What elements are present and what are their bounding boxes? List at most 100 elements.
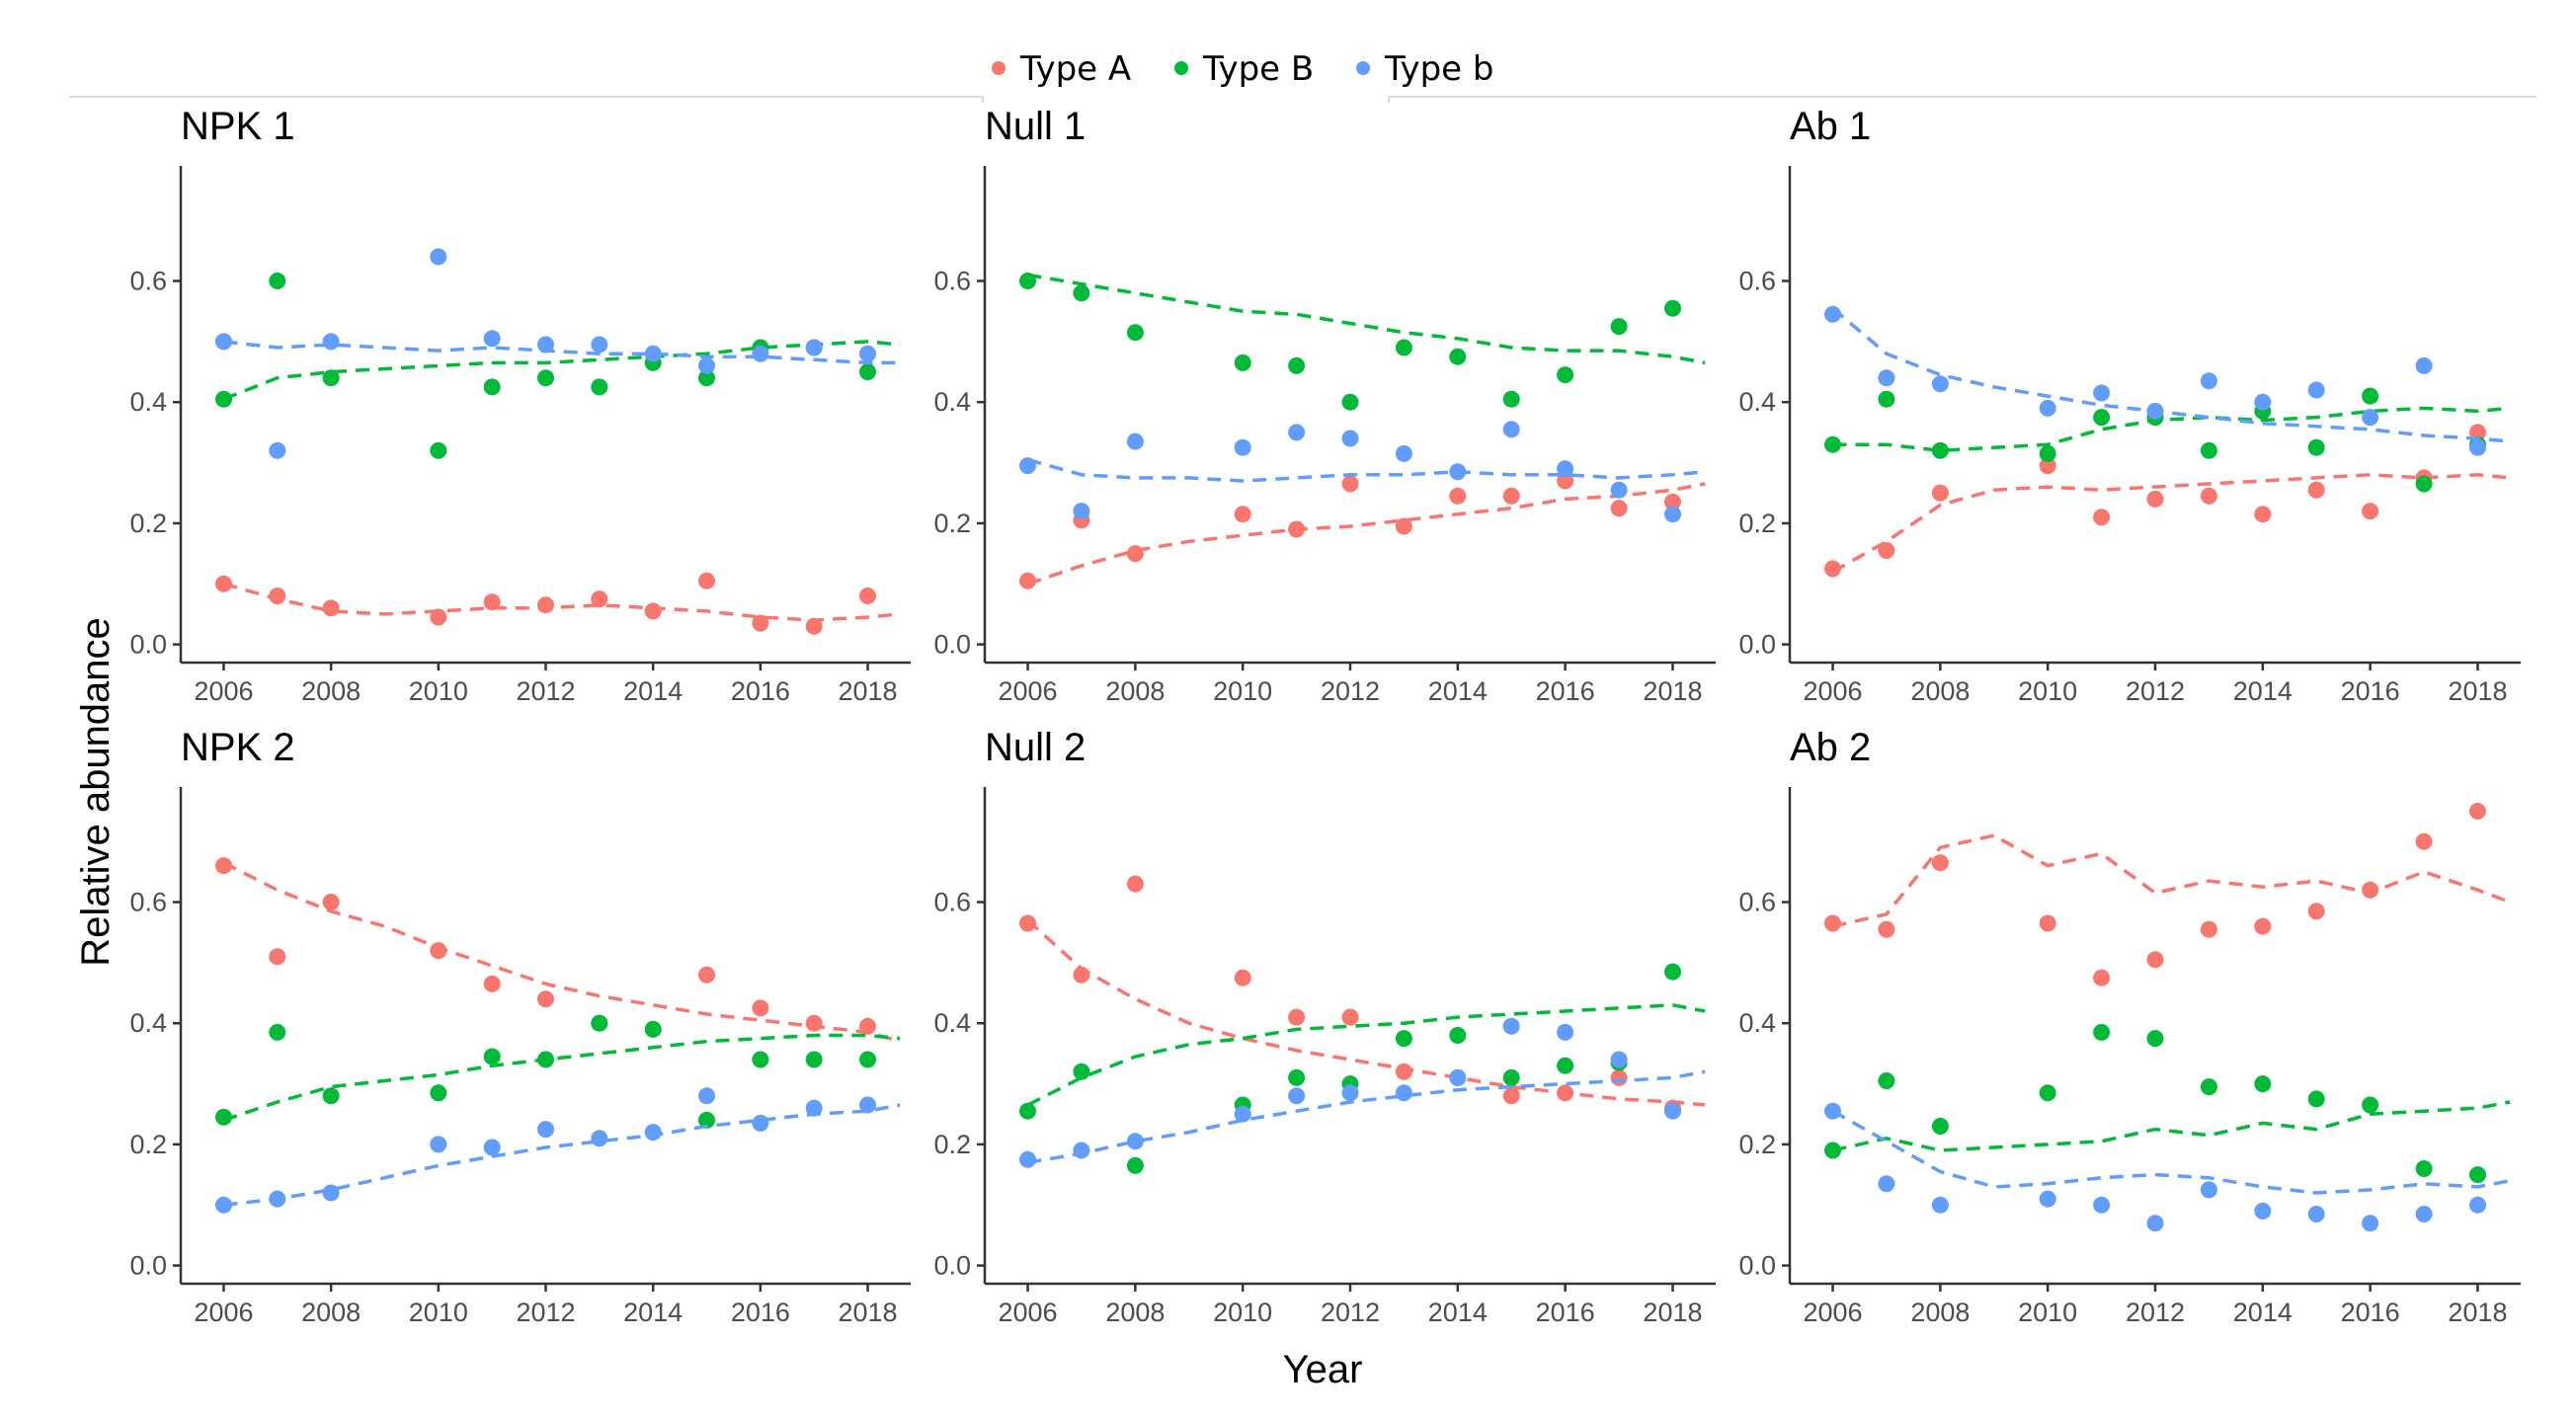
data-point-type-a (1610, 1068, 1628, 1086)
data-point-type-b (1234, 354, 1251, 371)
panel-title: Null 2 (985, 726, 1086, 769)
data-point-type-b (2362, 409, 2379, 427)
data-point-type-b (1931, 1118, 1949, 1135)
x-tick-label: 2010 (2018, 676, 2077, 706)
data-point-type-b (2469, 1196, 2486, 1214)
data-point-type-a (2469, 803, 2486, 820)
data-point-type-b (1288, 424, 1306, 441)
x-tick-label: 2012 (516, 1298, 575, 1327)
data-point-type-a (1557, 1084, 1574, 1102)
data-point-type-b (1449, 348, 1467, 365)
y-tick-label: 0.4 (933, 1008, 971, 1038)
data-point-type-b (1073, 1063, 1090, 1080)
data-point-type-a (1824, 560, 1841, 578)
data-point-type-b (1878, 1175, 1895, 1193)
data-point-type-a (2362, 503, 2379, 520)
data-point-type-b (2146, 402, 2164, 420)
data-point-type-b (1341, 1084, 1359, 1102)
x-tick-label: 2016 (1536, 676, 1595, 706)
data-point-type-b (322, 369, 340, 387)
trend-line-type-b (1027, 1069, 1706, 1165)
data-point-type-a (752, 999, 769, 1017)
data-point-type-b (1557, 1057, 1574, 1074)
data-point-type-b (859, 363, 876, 381)
data-point-type-b (1019, 273, 1036, 289)
data-point-type-b (698, 356, 715, 374)
x-tick-label: 2010 (409, 676, 468, 706)
data-point-type-b (1073, 1142, 1090, 1159)
data-point-type-b (591, 336, 608, 354)
x-tick-label: 2006 (194, 676, 253, 706)
x-tick-label: 2012 (1321, 676, 1380, 706)
data-point-type-b (430, 1136, 447, 1153)
y-tick-label: 0.2 (129, 509, 167, 538)
legend-frame (69, 96, 2536, 103)
data-point-type-a (1931, 854, 1949, 872)
x-tick-label: 2012 (2126, 1298, 2185, 1327)
data-point-type-b (1664, 963, 1681, 981)
panel-null-1: Null 1 0.0 0.2 0.4 0.6 2006 2008 2010 2012 2014 20… (933, 105, 1716, 706)
data-point-type-b (430, 1084, 447, 1102)
series-type-b (215, 1087, 901, 1214)
data-point-type-b (1610, 318, 1628, 336)
data-point-type-b (1395, 339, 1412, 356)
x-tick-label: 2012 (2126, 676, 2185, 706)
data-point-type-b (1610, 1051, 1628, 1068)
data-point-type-b (1019, 1102, 1036, 1120)
data-point-type-b (2200, 441, 2217, 459)
trend-line-type-b (1027, 457, 1706, 483)
panel-title: Ab 1 (1790, 105, 1871, 148)
y-tick-label: 0.4 (1738, 1008, 1776, 1038)
data-point-type-a (483, 975, 501, 992)
x-tick-label: 2018 (2448, 676, 2507, 706)
y-tick-label: 0.4 (129, 1008, 167, 1038)
facet-panels: NPK 1 0.0 0.2 0.4 0.6 2006 2008 2010 2012 2014 201… (129, 105, 2521, 1327)
data-point-type-a (2200, 487, 2217, 505)
data-point-type-b (805, 1051, 823, 1068)
data-point-type-a (2146, 951, 2164, 969)
x-tick-label: 2006 (194, 1298, 253, 1327)
y-tick-label: 0.6 (1738, 888, 1776, 917)
data-point-type-b (430, 441, 447, 459)
data-point-type-b (2307, 438, 2325, 456)
panel-npk-2: NPK 2 0.0 0.2 0.4 0.6 2006 2008 2010 2012 2014 201… (129, 726, 911, 1327)
data-point-type-b (2307, 1206, 2325, 1222)
data-point-type-a (2039, 457, 2056, 475)
y-tick-label: 0.2 (933, 509, 971, 538)
data-point-type-b (2093, 1196, 2111, 1214)
y-tick-label: 0.0 (129, 1251, 167, 1281)
y-tick-label: 0.6 (1738, 267, 1776, 296)
panel-null-2: Null 2 0.0 0.2 0.4 0.6 2006 2008 2010 2012 2014 20… (933, 726, 1716, 1327)
data-point-type-a (698, 966, 715, 984)
trend-line-type-a (222, 861, 901, 1044)
x-tick-label: 2014 (2233, 1298, 2293, 1327)
legend-label-type-a: Type A (1019, 49, 1131, 89)
data-point-type-a (215, 575, 232, 592)
x-tick-label: 2008 (1105, 1298, 1165, 1327)
x-tick-label: 2014 (1428, 676, 1488, 706)
data-point-type-b (269, 441, 286, 459)
data-point-type-b (483, 1139, 501, 1156)
data-point-type-b (2093, 409, 2111, 427)
trend-line-type-a (223, 582, 901, 622)
y-tick-label: 0.0 (933, 630, 971, 660)
data-point-type-a (1073, 966, 1090, 984)
data-point-type-a (752, 614, 769, 632)
data-point-type-b (1288, 1068, 1306, 1086)
x-tick-label: 2008 (1105, 676, 1165, 706)
data-point-type-b (1502, 421, 1520, 438)
data-point-type-b (644, 1020, 662, 1038)
data-point-type-a (1288, 1008, 1306, 1026)
data-point-type-b (2200, 1181, 2217, 1199)
data-point-type-a (537, 990, 554, 1008)
data-point-type-b (1664, 506, 1681, 523)
data-point-type-b (1557, 366, 1574, 384)
data-point-type-b (2200, 372, 2217, 390)
data-point-type-a (1449, 487, 1467, 505)
trend-line-type-b (223, 1103, 901, 1208)
data-point-type-b (752, 1051, 769, 1068)
x-tick-label: 2016 (731, 1298, 790, 1327)
x-tick-label: 2014 (1428, 1298, 1488, 1327)
data-point-type-b (1395, 1030, 1412, 1048)
data-point-type-a (859, 1017, 876, 1035)
